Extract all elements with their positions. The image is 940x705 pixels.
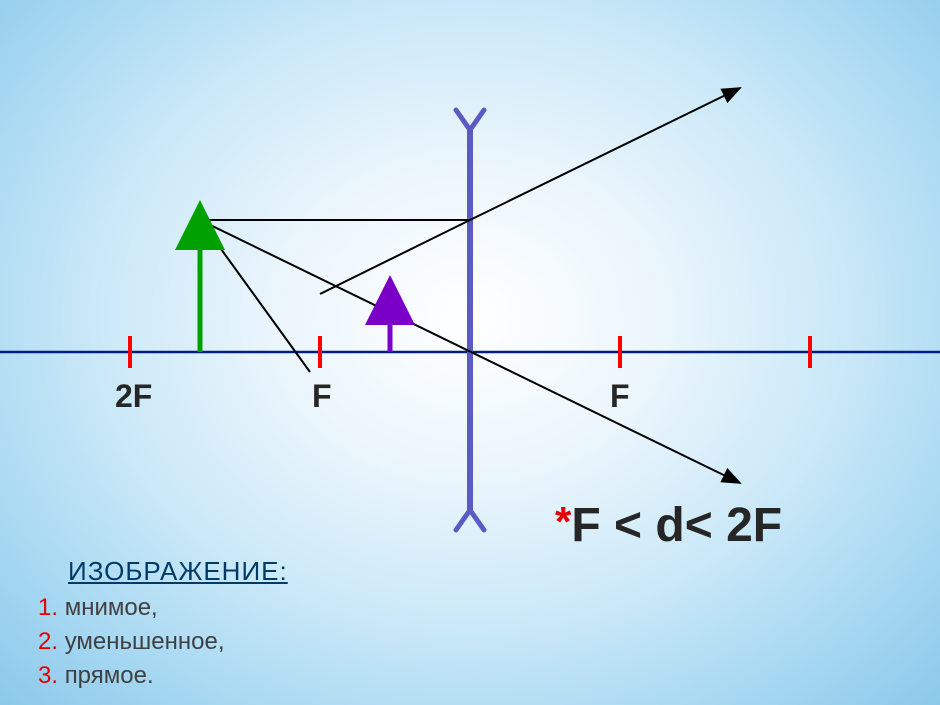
lens-top-right — [470, 110, 484, 130]
label-f-right: F — [610, 378, 630, 415]
label-2f-left: 2F — [115, 378, 152, 415]
ray-parallel-refracted — [470, 88, 740, 220]
lens-bottom-left — [456, 510, 470, 530]
ray-parallel-extension — [320, 220, 470, 294]
list-item: прямое. — [38, 662, 225, 690]
ray-to-focus-left — [200, 220, 310, 372]
asterisk-icon: * — [555, 498, 571, 545]
formula: *F < d< 2F — [555, 498, 782, 553]
image-properties-list: мнимое, уменьшенное, прямое. — [38, 594, 225, 696]
lens-top-left — [456, 110, 470, 130]
list-item: уменьшенное, — [38, 628, 225, 656]
formula-text: F < d< 2F — [571, 499, 782, 552]
image-title: ИЗОБРАЖЕНИЕ: — [68, 556, 288, 587]
label-f-left: F — [312, 378, 332, 415]
list-item: мнимое, — [38, 594, 225, 622]
lens-bottom-right — [470, 510, 484, 530]
